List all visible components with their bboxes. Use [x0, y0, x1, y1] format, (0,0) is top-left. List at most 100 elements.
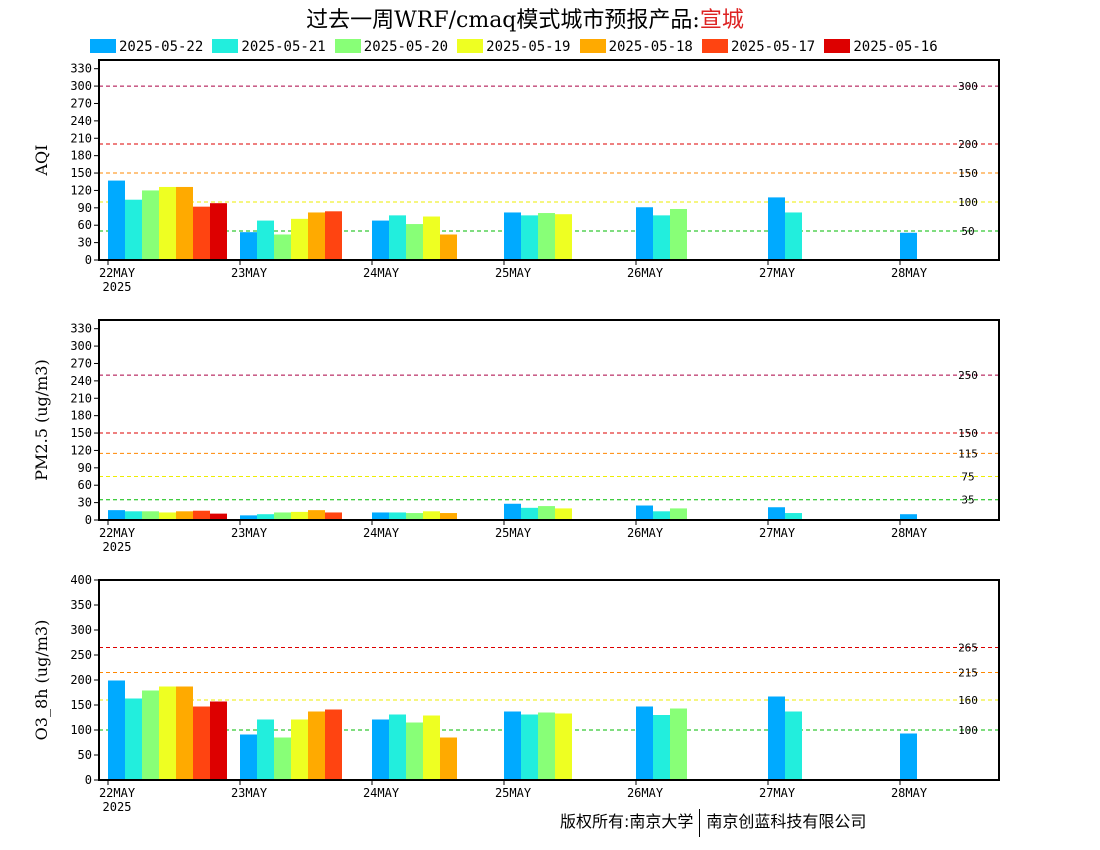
- bar: [176, 511, 193, 520]
- y-axis-label: AQI: [32, 145, 51, 177]
- chart-panel-1: 0 30 60 90 120 150 180 210 240 270 300 330 AQI 300 200…: [32, 59, 1000, 294]
- bar: [193, 206, 210, 260]
- y-tick-label: 180: [70, 409, 92, 423]
- y-tick-label: 200: [70, 673, 92, 687]
- copyright-company: 南京创蓝科技有限公司: [706, 812, 867, 831]
- x-tick-label: 25MAY: [495, 526, 532, 540]
- legend-item: 2025-05-20: [334, 38, 448, 55]
- bar: [142, 511, 159, 520]
- y-tick-label: 90: [78, 461, 92, 475]
- bar: [670, 708, 687, 780]
- y-tick-label: 0: [85, 513, 92, 527]
- bar: [406, 513, 423, 520]
- legend-label: 2025-05-18: [608, 38, 693, 55]
- bar: [440, 513, 457, 520]
- bar: [538, 213, 555, 260]
- bar: [325, 211, 342, 260]
- y-tick-label: 270: [70, 96, 92, 110]
- y-tick-label: 400: [70, 573, 92, 587]
- threshold-label: 100: [958, 724, 978, 737]
- bar: [308, 711, 325, 780]
- bar: [240, 734, 257, 780]
- bar: [159, 186, 176, 260]
- bar: [193, 706, 210, 780]
- bar: [125, 199, 142, 260]
- y-tick-label: 210: [70, 131, 92, 145]
- bar: [900, 733, 917, 780]
- threshold-label: 200: [958, 138, 978, 151]
- bar: [372, 512, 389, 520]
- legend-label: 2025-05-16: [853, 38, 938, 55]
- y-tick-label: 180: [70, 149, 92, 163]
- bar: [108, 680, 125, 780]
- bar: [159, 686, 176, 780]
- legend-swatch: [212, 38, 239, 53]
- x-year-label: 2025: [103, 280, 132, 294]
- x-tick-label: 26MAY: [627, 266, 664, 280]
- y-tick-label: 250: [70, 648, 92, 662]
- x-tick-label: 28MAY: [891, 266, 928, 280]
- bar: [176, 186, 193, 260]
- copyright-owner: 版权所有:南京大学: [560, 812, 694, 831]
- legend: 2025-05-22 2025-05-21 2025-05-20 2025-05…: [90, 36, 942, 55]
- y-tick-label: 120: [70, 183, 92, 197]
- bar: [636, 706, 653, 780]
- x-tick-label: 28MAY: [891, 786, 928, 800]
- y-tick-label: 300: [70, 623, 92, 637]
- legend-label: 2025-05-22: [119, 38, 204, 55]
- x-tick-label: 27MAY: [759, 786, 796, 800]
- legend-item: 2025-05-22: [90, 38, 204, 55]
- bar: [768, 696, 785, 780]
- bar: [538, 712, 555, 780]
- y-axis-label: PM2.5 (ug/m3): [32, 359, 51, 480]
- bar: [653, 215, 670, 260]
- bar: [785, 212, 802, 260]
- y-tick-label: 50: [78, 748, 92, 762]
- y-tick-label: 60: [78, 478, 92, 492]
- bar: [900, 514, 917, 520]
- y-tick-label: 270: [70, 356, 92, 370]
- y-tick-label: 240: [70, 114, 92, 128]
- legend-swatch: [824, 38, 851, 53]
- y-tick-label: 90: [78, 201, 92, 215]
- bar: [670, 208, 687, 260]
- legend-label: 2025-05-17: [730, 38, 816, 55]
- bar: [670, 508, 687, 520]
- x-tick-label: 28MAY: [891, 526, 928, 540]
- legend-swatch: [701, 38, 728, 53]
- bar: [125, 511, 142, 520]
- bar: [768, 197, 785, 260]
- legend-item: 2025-05-21: [212, 38, 326, 55]
- footer-separator: [699, 808, 701, 837]
- bar: [406, 722, 423, 780]
- bar: [210, 203, 227, 260]
- legend-item: 2025-05-17: [701, 38, 816, 55]
- x-tick-label: 26MAY: [627, 786, 664, 800]
- threshold-label: 150: [958, 427, 978, 440]
- x-tick-label: 23MAY: [231, 266, 268, 280]
- bar: [240, 232, 257, 260]
- x-tick-label: 25MAY: [495, 786, 532, 800]
- threshold-label: 150: [958, 167, 978, 180]
- x-tick-label: 26MAY: [627, 526, 664, 540]
- bar: [440, 234, 457, 260]
- y-tick-label: 300: [70, 339, 92, 353]
- y-tick-label: 60: [78, 218, 92, 232]
- bar: [159, 512, 176, 520]
- plot-frame: [98, 59, 1000, 261]
- x-tick-label: 22MAY: [99, 266, 136, 280]
- threshold-label: 160: [958, 694, 978, 707]
- y-tick-label: 330: [70, 62, 92, 76]
- copyright-footer: 版权所有:南京大学 南京创蓝科技有限公司: [560, 808, 866, 837]
- y-tick-label: 0: [85, 253, 92, 267]
- bar: [555, 713, 572, 780]
- bar: [653, 715, 670, 780]
- y-tick-label: 210: [70, 391, 92, 405]
- x-tick-label: 25MAY: [495, 266, 532, 280]
- bar: [108, 510, 125, 520]
- bar: [504, 711, 521, 780]
- legend-label: 2025-05-19: [486, 38, 571, 55]
- bar: [176, 686, 193, 780]
- bar: [504, 503, 521, 520]
- threshold-label: 115: [958, 447, 978, 460]
